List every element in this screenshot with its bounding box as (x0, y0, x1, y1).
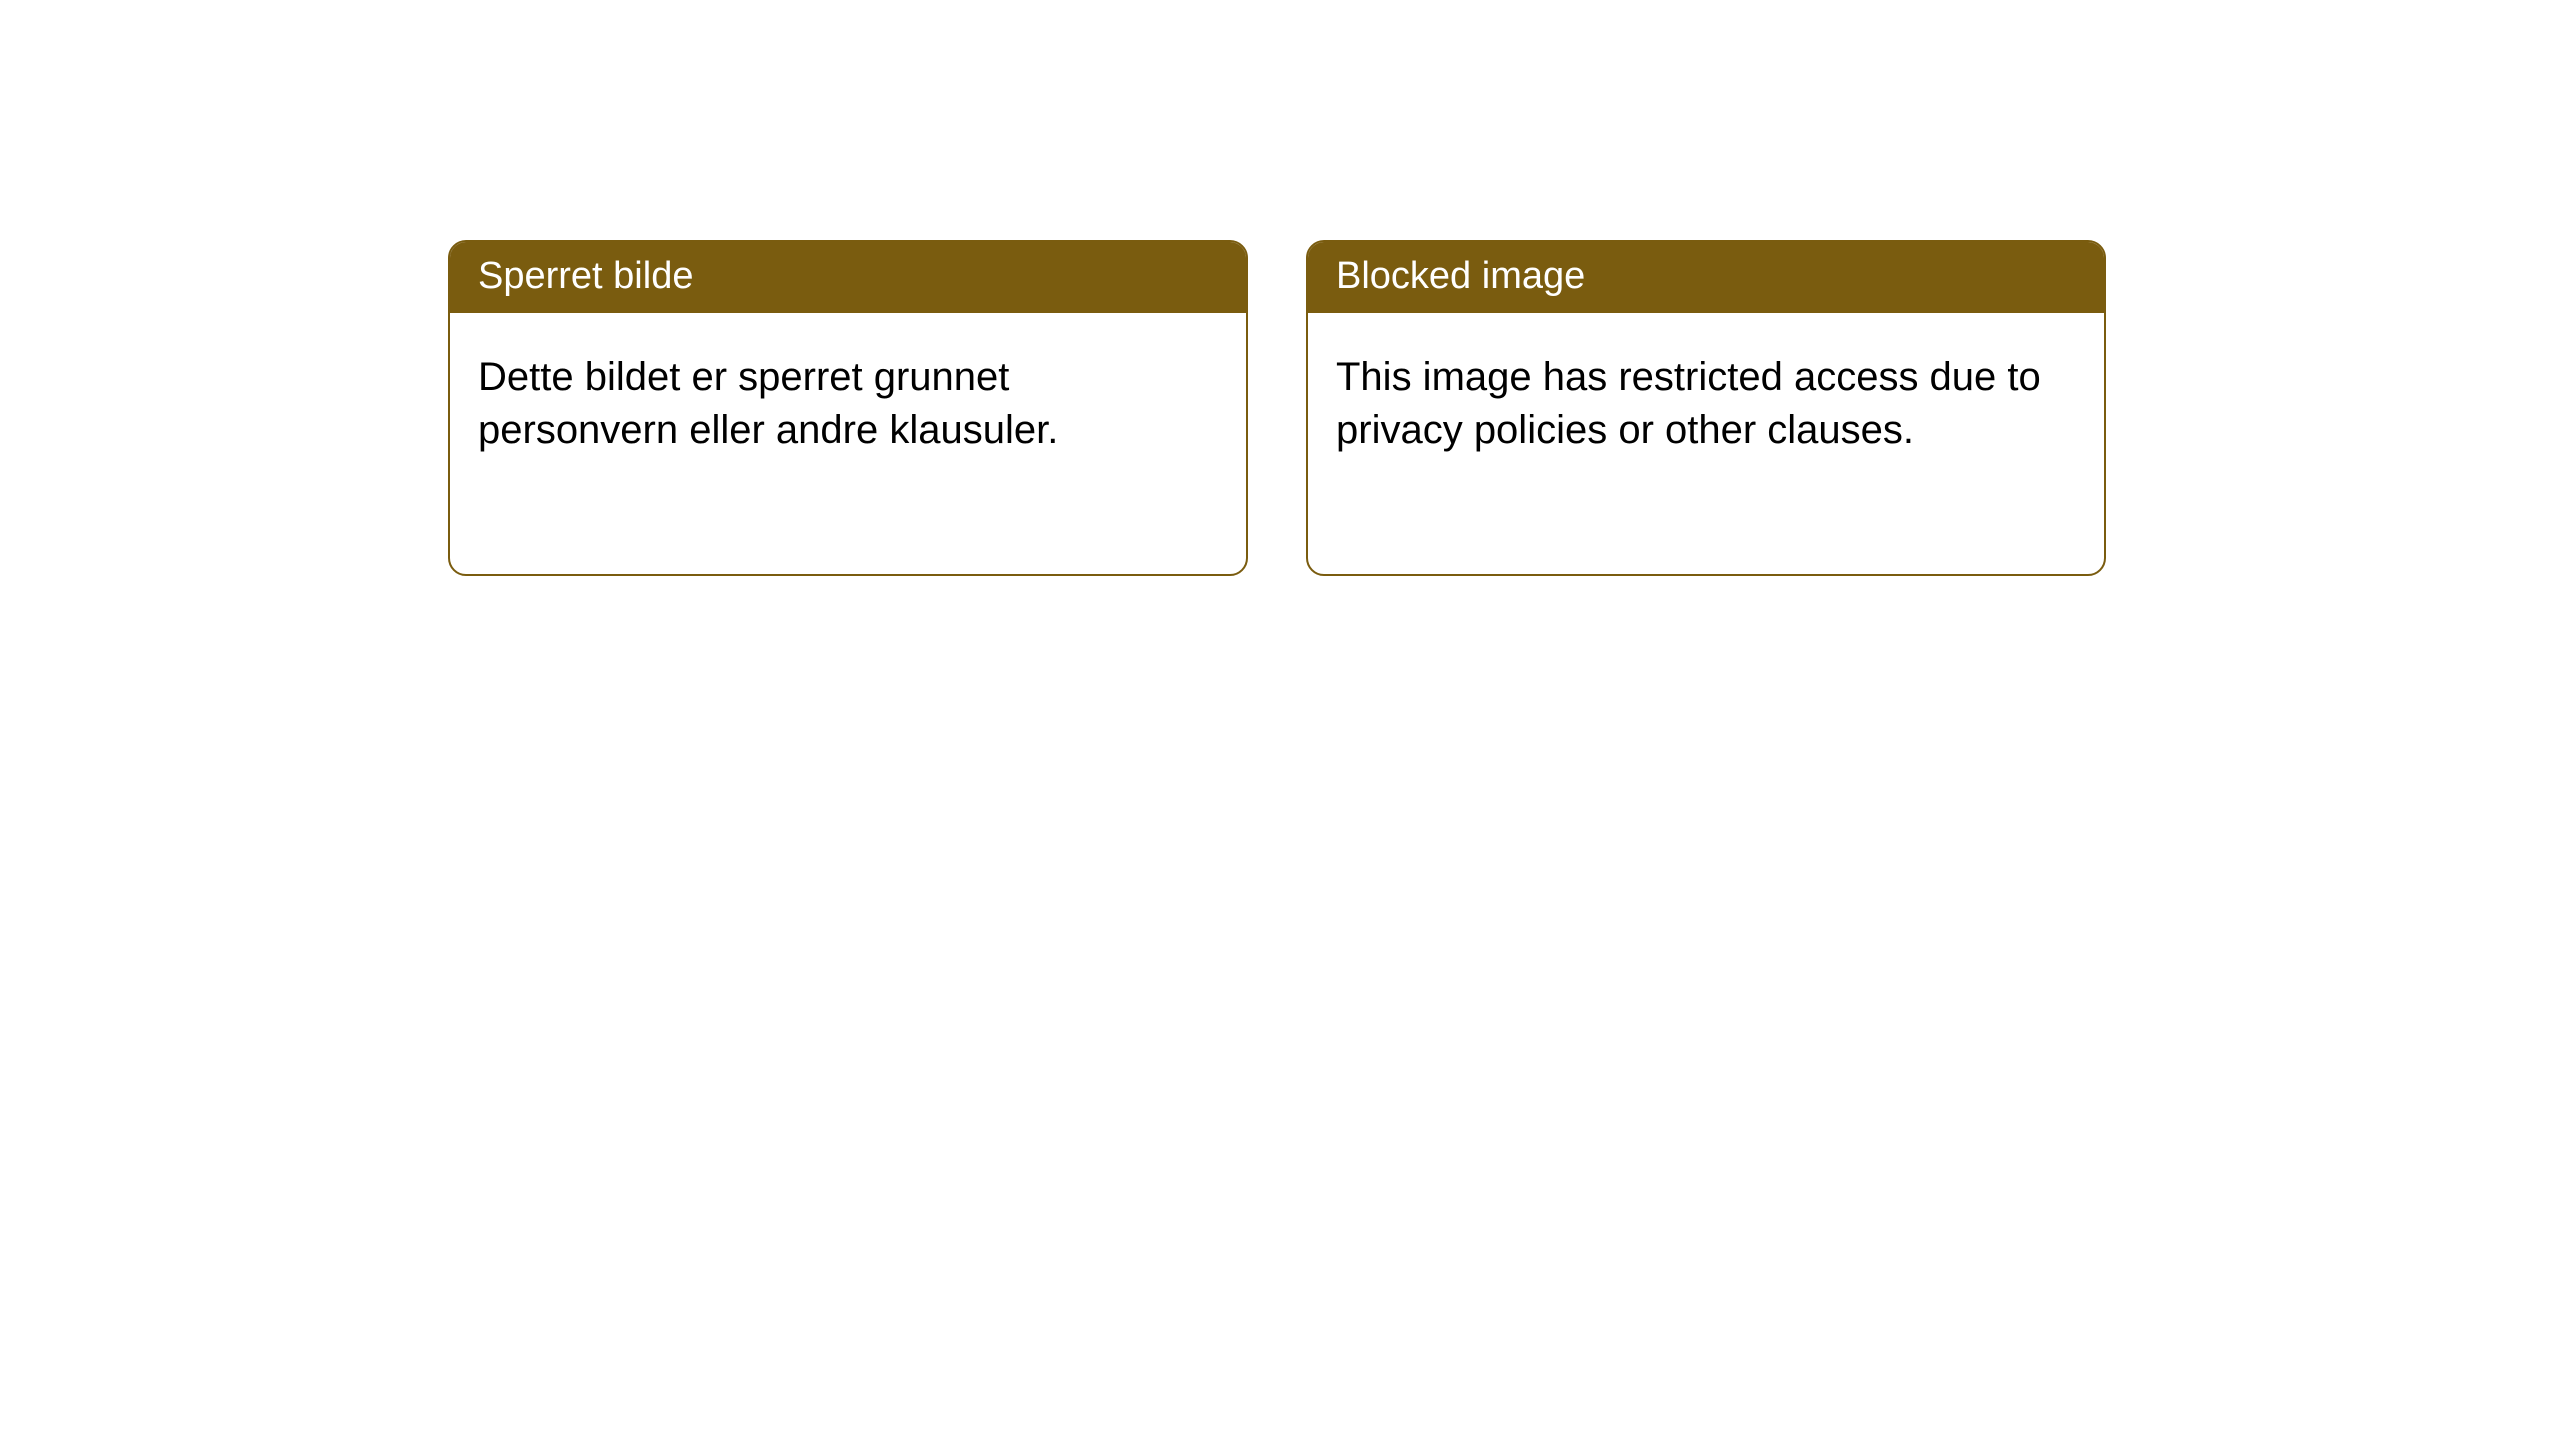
notice-body: Dette bildet er sperret grunnet personve… (450, 313, 1246, 485)
notice-card-english: Blocked image This image has restricted … (1306, 240, 2106, 576)
notice-container: Sperret bilde Dette bildet er sperret gr… (0, 0, 2560, 576)
notice-header: Blocked image (1308, 242, 2104, 313)
notice-header: Sperret bilde (450, 242, 1246, 313)
notice-body: This image has restricted access due to … (1308, 313, 2104, 485)
notice-card-norwegian: Sperret bilde Dette bildet er sperret gr… (448, 240, 1248, 576)
